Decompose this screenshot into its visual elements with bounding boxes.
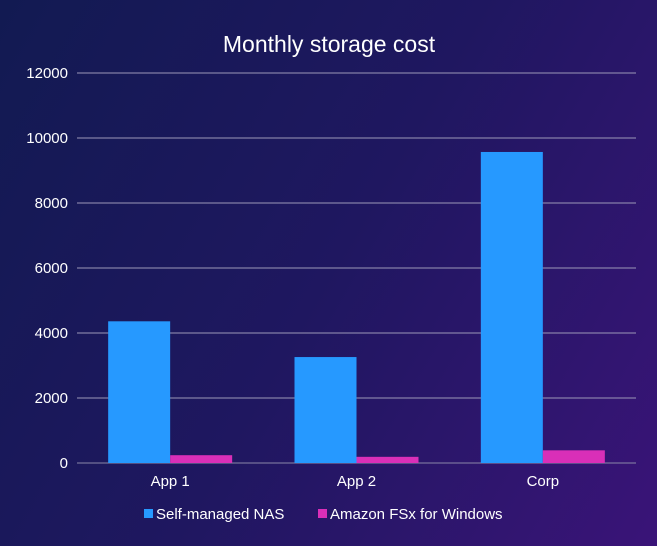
bar-amazon-fsx-2 bbox=[542, 450, 605, 463]
legend-label: Amazon FSx for Windows bbox=[330, 506, 503, 523]
legend-label: Self-managed NAS bbox=[156, 506, 284, 523]
bar-amazon-fsx-0 bbox=[170, 455, 233, 463]
y-tick-label: 10000 bbox=[26, 130, 68, 147]
chart-title: Monthly storage cost bbox=[223, 31, 436, 57]
x-tick-label: App 1 bbox=[151, 473, 190, 490]
x-tick-label: App 2 bbox=[337, 473, 376, 490]
bar-self-managed-nas-0 bbox=[108, 321, 171, 463]
bar-self-managed-nas-2 bbox=[480, 151, 543, 463]
y-tick-label: 12000 bbox=[26, 65, 68, 82]
legend-swatch bbox=[318, 509, 327, 518]
y-tick-label: 0 bbox=[60, 455, 68, 472]
legend-swatch bbox=[144, 509, 153, 518]
y-tick-label: 8000 bbox=[35, 195, 68, 212]
y-tick-label: 6000 bbox=[35, 260, 68, 277]
y-tick-label: 4000 bbox=[35, 325, 68, 342]
bar-self-managed-nas-1 bbox=[294, 357, 357, 463]
y-tick-label: 2000 bbox=[35, 390, 68, 407]
bar-amazon-fsx-1 bbox=[356, 456, 419, 463]
x-tick-label: Corp bbox=[527, 473, 560, 490]
